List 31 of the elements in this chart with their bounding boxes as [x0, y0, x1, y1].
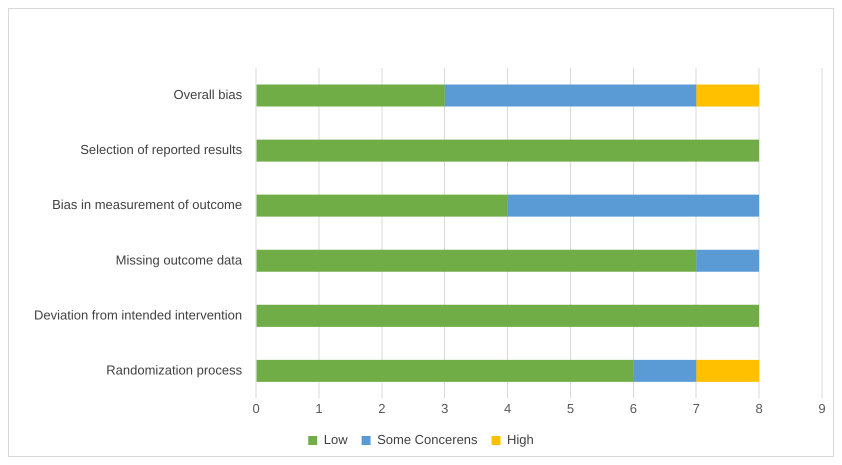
legend-label: Low — [324, 432, 348, 448]
x-tick-label: 1 — [315, 400, 323, 416]
bar — [256, 194, 508, 217]
x-tick-label: 8 — [756, 400, 763, 416]
bar — [256, 250, 696, 272]
x-tick-label: 5 — [566, 400, 574, 416]
y-tick-label: Deviation from intended intervention — [34, 307, 242, 322]
y-tick-label: Overall bias — [173, 87, 243, 102]
y-tick-label: Selection of reported results — [80, 142, 243, 158]
y-tick-label: Bias in measurement of outcome — [52, 197, 242, 212]
bar — [696, 250, 760, 272]
bar — [508, 194, 760, 217]
bar — [256, 360, 634, 382]
x-tick-label: 6 — [630, 400, 637, 416]
bar — [633, 360, 696, 382]
bar — [696, 360, 760, 382]
legend-label: Some Concerens — [377, 432, 478, 448]
x-tick-label: 9 — [818, 400, 826, 416]
bar — [256, 84, 445, 107]
legend-label: High — [507, 432, 534, 448]
bar — [256, 304, 760, 327]
y-tick-label: Missing outcome data — [116, 252, 243, 268]
x-tick-label: 4 — [504, 400, 512, 416]
x-tick-label: 3 — [441, 400, 448, 416]
bar — [444, 84, 696, 107]
bar — [696, 84, 760, 107]
bar — [256, 140, 760, 162]
x-tick-label: 0 — [252, 400, 260, 416]
x-tick-label: 7 — [692, 400, 700, 416]
y-tick-label: Randomization process — [106, 362, 243, 378]
x-tick-label: 2 — [378, 400, 386, 416]
